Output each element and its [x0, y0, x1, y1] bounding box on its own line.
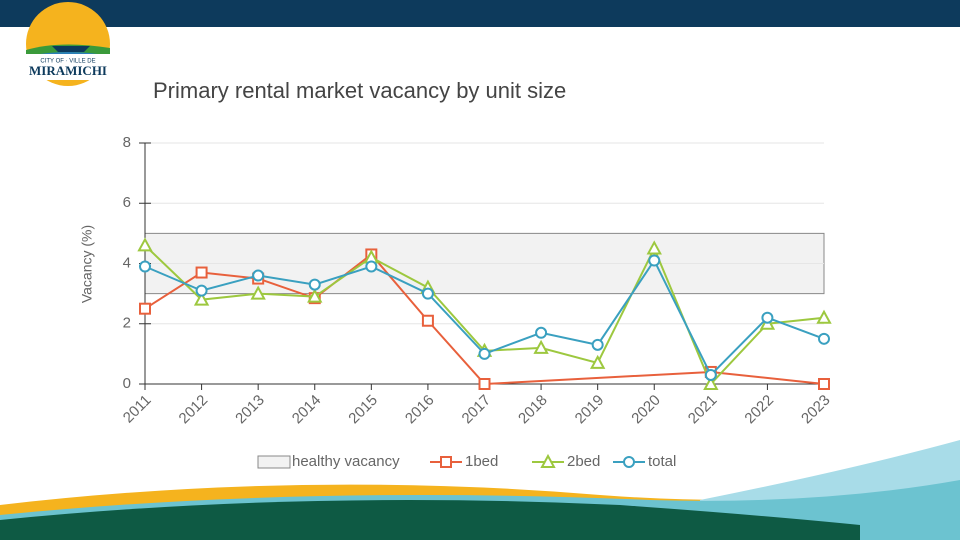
- data-point: [139, 260, 151, 273]
- data-point: [195, 266, 208, 279]
- data-point: [307, 288, 323, 303]
- data-point: [533, 339, 549, 354]
- logo-name: MIRAMICHI: [29, 63, 107, 78]
- data-point: [137, 237, 153, 252]
- data-point: [478, 378, 491, 390]
- data-point: [761, 311, 774, 324]
- legend-label: 1bed: [465, 453, 498, 470]
- data-point: [816, 309, 832, 324]
- legend-label: 2bed: [567, 453, 600, 470]
- data-point: [818, 332, 830, 345]
- data-point: [818, 378, 830, 390]
- footer-waves: [0, 440, 960, 540]
- legend-swatch: [257, 455, 291, 469]
- logo-ship: [52, 46, 90, 52]
- y-tick-label: 0: [123, 375, 131, 392]
- legend-label: total: [648, 453, 676, 470]
- y-tick-label: 6: [123, 194, 131, 211]
- legend-marker: [623, 456, 635, 468]
- data-point: [704, 368, 717, 381]
- logo-top: CITY OF · VILLE DE: [40, 59, 95, 65]
- data-point: [589, 354, 606, 369]
- legend-marker: [440, 456, 452, 468]
- data-point: [365, 260, 378, 273]
- legend-label: healthy vacancy: [292, 453, 400, 470]
- y-tick-label: 2: [123, 315, 131, 332]
- data-point: [308, 278, 321, 291]
- data-point: [252, 269, 265, 282]
- data-point: [193, 291, 210, 306]
- data-point: [646, 240, 662, 255]
- data-point: [139, 302, 151, 315]
- data-point: [421, 287, 434, 300]
- data-point: [195, 284, 208, 297]
- data-point: [478, 347, 491, 360]
- wave-green: [0, 500, 860, 540]
- y-axis-title: Vacancy (%): [79, 225, 95, 303]
- y-tick-label: 4: [123, 254, 131, 271]
- data-point: [421, 314, 434, 327]
- chart-title: Primary rental market vacancy by unit si…: [153, 78, 566, 103]
- data-point: [591, 338, 604, 351]
- legend-marker: [540, 453, 556, 468]
- data-point: [535, 326, 548, 339]
- data-point: [648, 254, 661, 267]
- logo-plate: [24, 54, 116, 80]
- header-bar: [0, 0, 960, 27]
- logo: CITY OF · VILLE DE MIRAMICHI: [24, 2, 116, 86]
- data-point: [703, 375, 719, 390]
- y-tick-label: 8: [123, 134, 131, 151]
- data-point: [250, 285, 266, 300]
